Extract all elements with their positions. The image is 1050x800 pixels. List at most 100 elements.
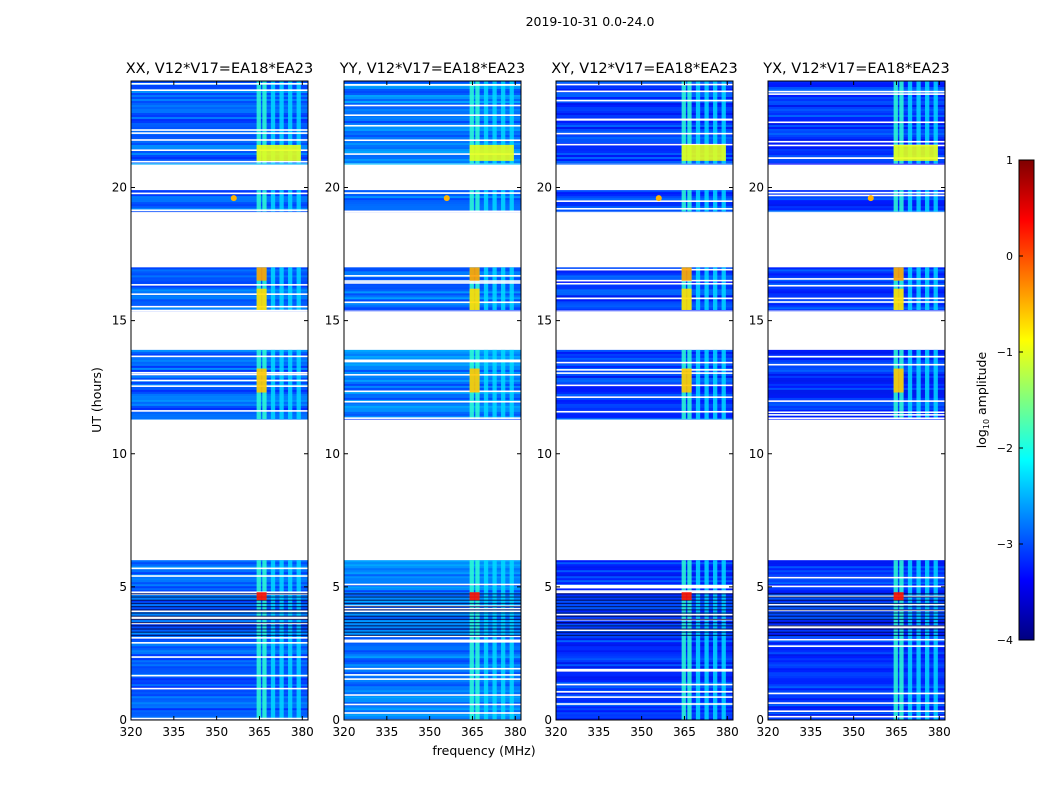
noise-row bbox=[344, 644, 521, 647]
noise-row bbox=[556, 155, 733, 157]
noise-row bbox=[556, 147, 733, 149]
noise-row bbox=[131, 403, 308, 406]
noise-row bbox=[131, 369, 308, 372]
rfi-band bbox=[469, 288, 480, 310]
noise-row bbox=[344, 411, 521, 414]
noise-row bbox=[131, 632, 308, 635]
rfi-channel bbox=[501, 349, 506, 420]
noise-row bbox=[344, 680, 521, 683]
flag-gap bbox=[344, 674, 521, 676]
dark-row bbox=[131, 599, 308, 601]
noise-row bbox=[556, 159, 733, 161]
noise-row bbox=[344, 620, 521, 623]
dark-row bbox=[131, 631, 308, 633]
noise-row bbox=[131, 151, 308, 153]
noise-row bbox=[131, 606, 308, 609]
noise-row bbox=[556, 415, 733, 418]
noise-row bbox=[344, 716, 521, 719]
noise-row bbox=[344, 303, 521, 306]
noise-row bbox=[556, 117, 733, 119]
rfi-channel bbox=[721, 81, 726, 164]
y-tick-label: 15 bbox=[537, 314, 552, 328]
flag-gap bbox=[131, 637, 308, 639]
flag-gap bbox=[556, 119, 733, 121]
noise-row bbox=[131, 397, 308, 400]
noise-row bbox=[768, 147, 945, 149]
y-tick-label: 15 bbox=[112, 314, 127, 328]
colorbar-label-base: log bbox=[974, 429, 989, 448]
noise-row bbox=[768, 622, 945, 625]
noise-row bbox=[131, 353, 308, 356]
rfi-channel bbox=[256, 560, 261, 720]
flag-gap bbox=[344, 610, 521, 613]
dark-row bbox=[344, 599, 521, 601]
y-tick-label: 20 bbox=[325, 181, 340, 195]
noise-row bbox=[344, 271, 521, 274]
noise-row bbox=[344, 636, 521, 639]
noise-row bbox=[344, 606, 521, 609]
noise-row bbox=[768, 87, 945, 89]
noise-row bbox=[344, 208, 521, 211]
noise-row bbox=[131, 580, 308, 583]
panel-title: YY, V12*V17=EA18*EA23 bbox=[339, 61, 525, 77]
noise-row bbox=[131, 584, 308, 587]
noise-row bbox=[131, 672, 308, 675]
rfi-channel bbox=[296, 560, 301, 720]
x-tick-label: 335 bbox=[799, 725, 822, 739]
rfi-channel bbox=[469, 190, 474, 212]
noise-row bbox=[768, 115, 945, 117]
dark-row bbox=[344, 609, 521, 611]
rfi-channel bbox=[256, 190, 261, 212]
noise-row bbox=[131, 377, 308, 380]
noise-row bbox=[131, 208, 308, 211]
rfi-channel bbox=[270, 81, 276, 164]
rfi-channel bbox=[288, 349, 293, 420]
y-tick-label: 20 bbox=[112, 181, 127, 195]
noise-row bbox=[344, 285, 521, 288]
noise-row bbox=[344, 688, 521, 691]
noise-row bbox=[768, 198, 945, 201]
noise-row bbox=[556, 397, 733, 400]
dark-row bbox=[556, 625, 733, 627]
noise-row bbox=[344, 375, 521, 378]
noise-row bbox=[768, 349, 945, 352]
flag-gap bbox=[556, 586, 733, 589]
rfi-channel bbox=[695, 349, 701, 420]
dark-row bbox=[344, 631, 521, 633]
noise-row bbox=[556, 622, 733, 625]
noise-row bbox=[556, 588, 733, 591]
noise-row bbox=[768, 570, 945, 573]
noise-row bbox=[556, 87, 733, 89]
noise-row bbox=[131, 194, 308, 197]
noise-row bbox=[344, 646, 521, 649]
flag-gap bbox=[131, 622, 308, 625]
noise-row bbox=[344, 586, 521, 589]
rfi-channel bbox=[681, 81, 686, 164]
noise-row bbox=[131, 206, 308, 209]
noise-row bbox=[131, 125, 308, 127]
noise-row bbox=[344, 381, 521, 384]
rfi-channel bbox=[469, 81, 474, 164]
noise-row bbox=[768, 161, 945, 163]
noise-row bbox=[344, 397, 521, 400]
flag-gap bbox=[131, 309, 308, 312]
noise-row bbox=[768, 105, 945, 107]
flag-gap bbox=[556, 591, 733, 594]
noise-row bbox=[344, 682, 521, 685]
y-tick-label: 5 bbox=[756, 580, 764, 594]
noise-row bbox=[344, 200, 521, 203]
rfi-channel bbox=[288, 81, 293, 164]
noise-row bbox=[131, 361, 308, 364]
noise-row bbox=[768, 606, 945, 609]
noise-row bbox=[768, 409, 945, 412]
noise-row bbox=[131, 111, 308, 113]
noise-row bbox=[131, 684, 308, 687]
noise-row bbox=[556, 377, 733, 380]
noise-row bbox=[344, 267, 521, 270]
noise-row bbox=[131, 103, 308, 105]
noise-row bbox=[131, 157, 308, 159]
noise-row bbox=[344, 293, 521, 296]
noise-row bbox=[768, 592, 945, 595]
noise-row bbox=[768, 367, 945, 370]
noise-row bbox=[768, 614, 945, 617]
